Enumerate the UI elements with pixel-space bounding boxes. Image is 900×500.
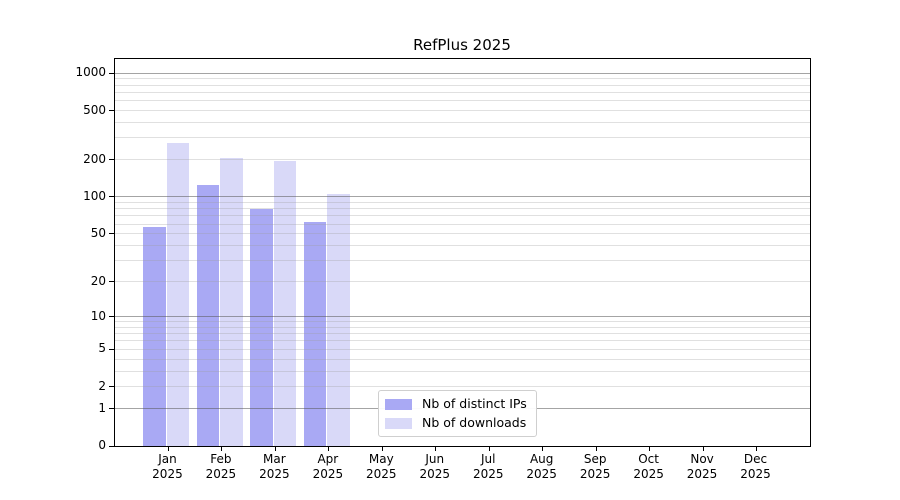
gridline-minor bbox=[115, 223, 810, 225]
gridline-minor bbox=[115, 78, 810, 80]
y-tick-label: 5 bbox=[98, 341, 106, 356]
gridline-minor bbox=[115, 333, 810, 335]
legend-label-downloads: Nb of downloads bbox=[422, 415, 527, 430]
x-tick bbox=[488, 447, 490, 451]
y-tick-label: 1 bbox=[98, 400, 106, 415]
x-tick-label-jan: Jan 2025 bbox=[152, 452, 183, 481]
x-tick-label-jul: Jul 2025 bbox=[472, 452, 504, 481]
y-tick bbox=[109, 72, 114, 74]
x-tick bbox=[167, 447, 169, 451]
y-tick-label: 0 bbox=[98, 438, 106, 452]
y-tick bbox=[109, 316, 114, 318]
y-tick bbox=[109, 110, 114, 111]
x-tick-label-apr: Apr 2025 bbox=[312, 452, 344, 481]
bar-nb-of-distinct-ips-apr bbox=[303, 221, 327, 446]
y-tick-label: 1000 bbox=[75, 65, 106, 80]
bar-nb-of-downloads-jan bbox=[166, 142, 190, 446]
gridline-minor bbox=[115, 370, 810, 372]
gridline-minor bbox=[115, 260, 810, 262]
x-tick bbox=[756, 447, 758, 451]
x-tick bbox=[274, 447, 276, 451]
x-tick bbox=[435, 447, 437, 451]
x-tick bbox=[702, 447, 704, 451]
legend-item-downloads: Nb of downloads bbox=[385, 415, 527, 431]
gridline-major bbox=[115, 72, 810, 74]
gridline-minor bbox=[115, 208, 810, 210]
plot-area bbox=[109, 58, 811, 451]
x-tick-label-dec: Dec 2025 bbox=[740, 452, 771, 481]
x-tick bbox=[328, 447, 330, 451]
gridline-minor bbox=[115, 326, 810, 328]
y-tick bbox=[109, 386, 114, 388]
gridline-minor bbox=[115, 122, 810, 124]
gridline-minor bbox=[115, 159, 810, 161]
x-tick bbox=[595, 447, 597, 451]
x-tick-label-feb: Feb 2025 bbox=[205, 452, 237, 481]
bar-nb-of-downloads-mar bbox=[273, 160, 297, 446]
y-tick-label: 50 bbox=[90, 225, 106, 240]
x-tick bbox=[542, 447, 544, 451]
y-tick bbox=[109, 233, 114, 235]
gridline-minor bbox=[115, 202, 810, 204]
y-tick bbox=[109, 159, 114, 161]
x-tick-label-sep: Sep 2025 bbox=[579, 452, 611, 481]
y-tick bbox=[109, 408, 114, 410]
gridline-minor bbox=[115, 281, 810, 283]
bar-nb-of-downloads-feb bbox=[220, 157, 243, 446]
legend-label-distinct-ips: Nb of distinct IPs bbox=[422, 396, 527, 411]
gridline-minor bbox=[115, 245, 810, 247]
gridline-minor bbox=[115, 233, 810, 235]
gridline-minor bbox=[115, 348, 810, 350]
y-tick-label: 500 bbox=[83, 102, 106, 117]
y-tick bbox=[109, 281, 114, 283]
legend-swatch-distinct-ips bbox=[385, 398, 412, 410]
gridline-major bbox=[115, 316, 810, 318]
bar-nb-of-distinct-ips-jan bbox=[143, 226, 166, 446]
y-tick bbox=[109, 196, 114, 198]
bar-nb-of-distinct-ips-mar bbox=[250, 208, 273, 446]
gridline-minor bbox=[115, 386, 810, 388]
gridline-minor bbox=[115, 215, 810, 217]
legend-swatch-downloads bbox=[385, 417, 412, 429]
gridline-minor bbox=[115, 100, 810, 102]
gridline-major bbox=[115, 196, 810, 198]
x-tick-label-nov: Nov 2025 bbox=[686, 452, 718, 481]
gridline-minor bbox=[115, 321, 810, 323]
x-tick-label-mar: Mar 2025 bbox=[259, 452, 290, 481]
legend-item-distinct-ips: Nb of distinct IPs bbox=[385, 396, 527, 412]
x-tick bbox=[221, 447, 223, 451]
y-tick bbox=[109, 348, 114, 350]
gridline-minor bbox=[115, 358, 810, 360]
y-tick-label: 100 bbox=[83, 188, 106, 203]
bar-nb-of-downloads-apr bbox=[327, 194, 350, 446]
y-tick-label: 20 bbox=[90, 273, 106, 288]
gridline-minor bbox=[115, 91, 810, 93]
x-tick-label-aug: Aug 2025 bbox=[526, 452, 557, 481]
gridline-minor bbox=[115, 84, 810, 86]
x-tick-label-oct: Oct 2025 bbox=[633, 452, 664, 481]
x-tick bbox=[649, 447, 651, 451]
chart-title: RefPlus 2025 bbox=[413, 36, 511, 54]
x-tick-label-jun: Jun 2025 bbox=[419, 452, 451, 481]
y-tick-label: 2 bbox=[98, 378, 106, 393]
gridline-minor bbox=[115, 110, 810, 111]
bar-nb-of-distinct-ips-feb bbox=[196, 185, 220, 446]
legend: Nb of distinct IPs Nb of downloads bbox=[378, 390, 537, 437]
x-tick-label-may: May 2025 bbox=[366, 452, 397, 481]
gridline-minor bbox=[115, 137, 810, 139]
y-tick bbox=[109, 445, 114, 447]
y-tick-label: 200 bbox=[83, 151, 106, 166]
x-tick bbox=[381, 447, 383, 451]
y-tick-label: 10 bbox=[90, 308, 106, 323]
gridline-minor bbox=[115, 340, 810, 342]
